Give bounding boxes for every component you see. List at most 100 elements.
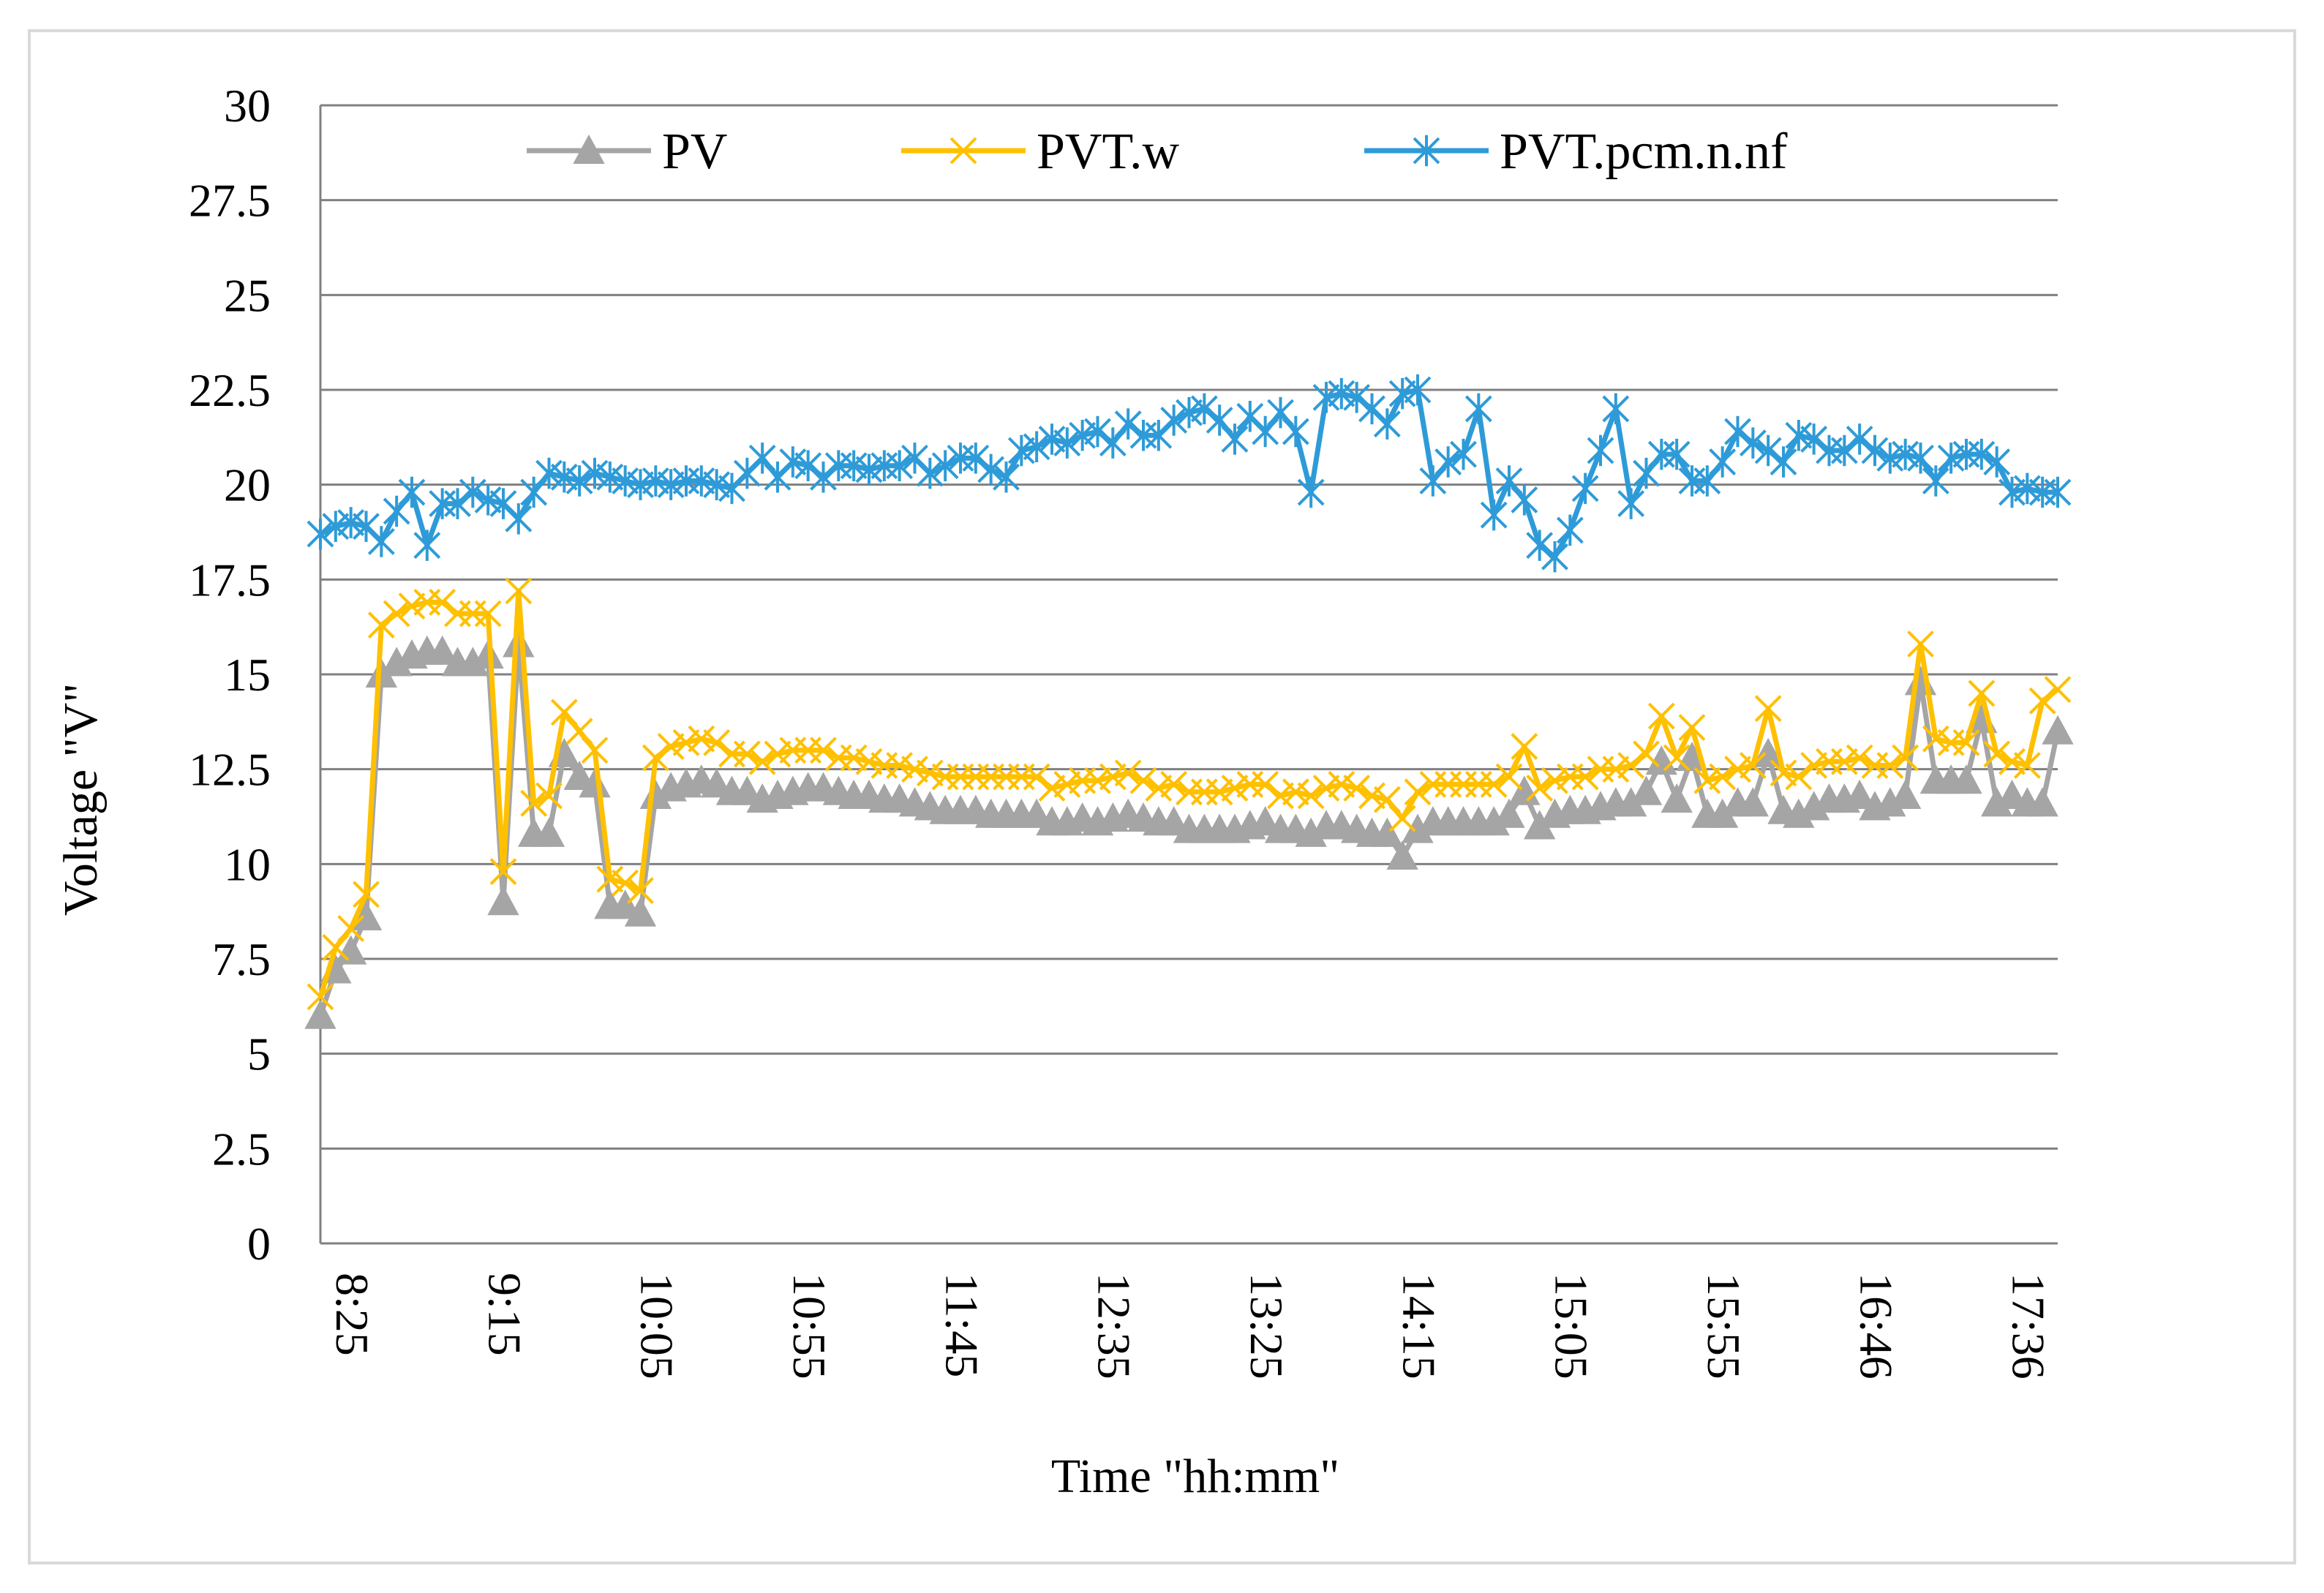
data-point <box>2013 752 2041 779</box>
data-point <box>1876 752 1904 779</box>
data-point <box>1950 764 1982 794</box>
y-tick-label: 30 <box>224 80 271 132</box>
data-point <box>810 737 837 764</box>
data-point <box>505 503 533 535</box>
y-tick-label: 7.5 <box>212 933 271 985</box>
data-point <box>550 698 578 726</box>
data-point <box>1493 798 1525 828</box>
data-point <box>1800 752 1828 779</box>
data-point <box>688 465 715 497</box>
data-point <box>596 865 624 893</box>
data-point <box>977 453 1005 486</box>
data-point <box>794 450 822 481</box>
y-tick-label: 22.5 <box>189 364 271 416</box>
data-point <box>1800 423 1828 455</box>
data-point <box>1206 404 1233 436</box>
data-point <box>901 756 928 783</box>
x-tick-label: 11:45 <box>936 1273 988 1377</box>
data-point <box>1892 744 1919 772</box>
data-point <box>1038 423 1066 455</box>
data-point <box>398 476 426 508</box>
x-tick-label: 10:55 <box>783 1273 835 1379</box>
data-point <box>657 733 685 760</box>
data-point <box>1252 770 1279 798</box>
legend-marker <box>1413 135 1440 167</box>
data-point <box>1737 787 1770 817</box>
data-point <box>1328 377 1355 410</box>
data-point <box>459 476 486 508</box>
data-point <box>886 450 914 481</box>
data-point <box>337 915 365 942</box>
legend-label: PVT.pcm.n.nf <box>1500 124 1788 180</box>
data-point <box>810 462 837 493</box>
data-point <box>426 635 459 665</box>
data-point <box>1480 770 1508 798</box>
data-point <box>1343 775 1371 802</box>
data-point <box>1495 465 1523 497</box>
data-point <box>1328 770 1355 798</box>
data-point <box>703 728 731 756</box>
series-2 <box>307 374 2072 573</box>
y-tick-label: 10 <box>224 838 271 890</box>
legend-label: PV <box>662 124 727 180</box>
data-point <box>1373 408 1401 440</box>
x-tick-label: 10:05 <box>631 1273 683 1379</box>
x-tick-label: 14:15 <box>1393 1273 1445 1379</box>
data-point <box>1404 374 1432 406</box>
data-point <box>1373 786 1401 813</box>
data-point <box>1571 472 1599 505</box>
data-point <box>1114 759 1142 787</box>
data-point <box>2044 476 2072 508</box>
data-point <box>1053 770 1081 798</box>
data-point <box>1221 775 1249 802</box>
x-tick-label: 12:35 <box>1088 1273 1140 1379</box>
data-point <box>1678 714 1706 742</box>
data-point <box>307 983 334 1011</box>
data-point <box>1983 446 2011 478</box>
data-point <box>1312 775 1340 802</box>
data-point <box>1464 393 1492 425</box>
y-tick-label: 20 <box>224 459 271 511</box>
data-point <box>1114 408 1142 440</box>
data-point <box>1709 446 1737 478</box>
data-point <box>304 999 336 1029</box>
data-point <box>1892 438 1919 470</box>
data-point <box>398 592 426 620</box>
data-point <box>1785 763 1813 791</box>
data-point <box>1693 465 1721 497</box>
data-point <box>1830 747 1858 775</box>
y-axis-tick-labels: 0 2.5 5 7.5 10 12.5 15 17.5 20 22.5 25 27.5 30 <box>189 80 271 1270</box>
data-point <box>367 611 395 639</box>
data-point <box>1998 747 2026 775</box>
x-tick-label: 9:15 <box>478 1273 530 1356</box>
data-point <box>1752 737 1784 767</box>
data-point <box>1739 427 1767 459</box>
data-point <box>612 465 639 497</box>
data-point <box>1190 393 1218 425</box>
data-point <box>1343 382 1371 413</box>
y-tick-label: 2.5 <box>212 1123 271 1175</box>
legend-marker <box>573 134 605 164</box>
data-point <box>413 530 441 561</box>
data-point <box>1937 442 1965 474</box>
data-point <box>503 628 535 658</box>
data-point <box>1206 778 1233 806</box>
data-point <box>1176 396 1203 429</box>
data-point <box>1922 465 1949 497</box>
data-point <box>322 934 350 961</box>
data-point <box>337 507 365 538</box>
data-point <box>1312 382 1340 413</box>
legend-item: PVT.w <box>901 124 1180 180</box>
data-point <box>855 453 883 486</box>
data-point <box>1038 775 1066 802</box>
data-point <box>1693 767 1721 794</box>
legend-label: PVT.w <box>1037 124 1180 180</box>
y-axis-title: Voltage "V" <box>54 683 108 916</box>
y-tick-label: 17.5 <box>189 554 271 606</box>
data-point <box>1160 404 1188 436</box>
data-point <box>1968 438 1996 470</box>
data-point <box>627 469 654 500</box>
data-point <box>1495 763 1523 791</box>
data-point <box>1511 733 1538 760</box>
data-point <box>703 469 731 500</box>
